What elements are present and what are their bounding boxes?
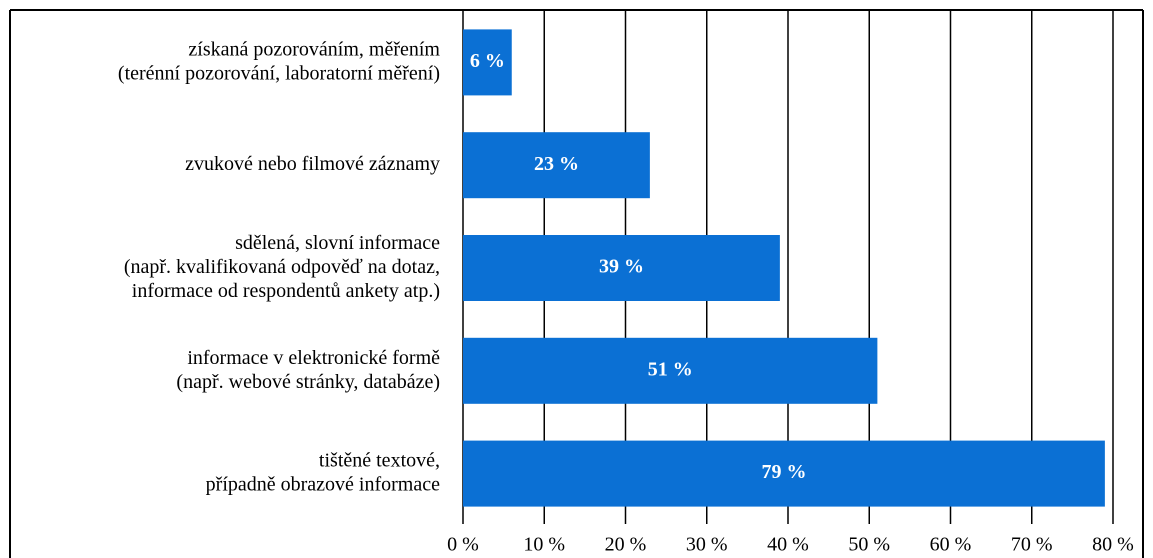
value-label: 79 % (761, 461, 806, 483)
bar (463, 132, 650, 199)
x-tick-label: 40 % (767, 534, 809, 556)
category-label: zvukové nebo filmové záznamy (185, 153, 440, 175)
value-label: 23 % (534, 153, 579, 175)
x-tick-label: 30 % (686, 534, 728, 556)
x-tick-label: 10 % (523, 534, 565, 556)
x-tick-label: 80 % (1092, 534, 1134, 556)
category-label: sdělená, slovní informace (např. kvalifik… (124, 232, 440, 302)
bar (463, 337, 878, 404)
value-label: 39 % (599, 256, 644, 278)
category-label: tištěné textové, případně obrazové inform… (206, 449, 440, 495)
bar (463, 440, 1105, 507)
x-tick-label: 50 % (848, 534, 890, 556)
bar (463, 29, 512, 96)
value-label: 6 % (470, 50, 505, 72)
x-tick-label: 20 % (605, 534, 647, 556)
bar (463, 235, 780, 301)
category-label: informace v elektronické formě (např. web… (176, 346, 440, 392)
x-tick-label: 60 % (930, 534, 972, 556)
x-tick-label: 70 % (1011, 534, 1053, 556)
value-label: 51 % (648, 358, 693, 380)
category-label: získaná pozorováním, měřením (terénní poz… (118, 38, 441, 84)
x-tick-label: 0 % (447, 534, 479, 556)
